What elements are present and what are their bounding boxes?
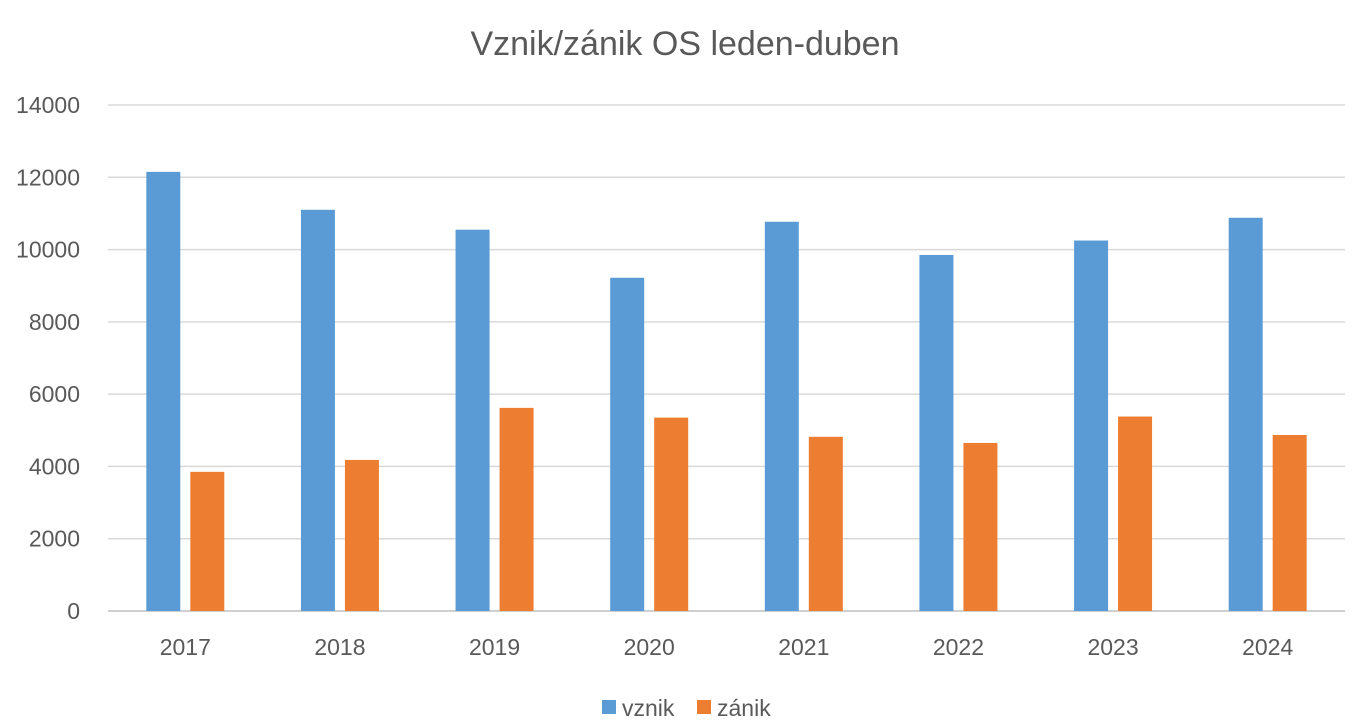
bar-vznik-2021: [764, 221, 799, 611]
bar-vznik-2020: [610, 277, 645, 611]
bar-vznik-2018: [300, 209, 335, 612]
legend-label-zánik: zánik: [717, 695, 771, 721]
bar-zánik-2024: [1272, 434, 1307, 611]
bar-zánik-2018: [344, 459, 379, 611]
bar-zánik-2023: [1118, 416, 1153, 611]
chart-title: Vznik/zánik OS leden-duben: [470, 25, 899, 63]
bar-zánik-2020: [654, 417, 689, 611]
x-tick-label: 2021: [778, 634, 829, 660]
bar-zánik-2019: [499, 407, 534, 611]
y-tick-label: 14000: [16, 92, 80, 118]
bar-vznik-2024: [1228, 217, 1263, 611]
x-tick-label: 2023: [1087, 634, 1138, 660]
gridlines: [108, 104, 1345, 612]
x-tick-label: 2024: [1242, 634, 1293, 660]
legend: vznik zánik: [602, 695, 771, 721]
legend-swatch-vznik: [602, 700, 616, 714]
y-axis-ticks: 0 2000 4000 6000 8000 10000 12000 14000: [16, 92, 80, 624]
y-tick-label: 8000: [29, 309, 80, 335]
legend-label-vznik: vznik: [622, 695, 675, 721]
y-tick-label: 12000: [16, 164, 80, 190]
legend-swatch-zánik: [697, 700, 711, 714]
bars: [146, 171, 1307, 612]
bar-zánik-2017: [190, 471, 225, 611]
y-tick-label: 4000: [29, 453, 80, 479]
y-tick-label: 2000: [29, 526, 80, 552]
y-tick-label: 0: [67, 598, 80, 624]
bar-vznik-2023: [1074, 240, 1109, 612]
x-tick-label: 2019: [469, 634, 520, 660]
bar-vznik-2022: [919, 254, 954, 611]
x-tick-label: 2022: [933, 634, 984, 660]
x-tick-label: 2020: [624, 634, 675, 660]
bar-zánik-2021: [808, 436, 843, 611]
y-tick-label: 10000: [16, 237, 80, 263]
bar-zánik-2022: [963, 442, 998, 611]
bar-vznik-2017: [146, 171, 181, 611]
y-tick-label: 6000: [29, 381, 80, 407]
x-tick-label: 2018: [314, 634, 365, 660]
bar-vznik-2019: [455, 229, 490, 611]
x-tick-label: 2017: [160, 634, 211, 660]
x-axis-ticks: 2017 2018 2019 2020 2021 2022 2023 2024: [160, 634, 1294, 660]
